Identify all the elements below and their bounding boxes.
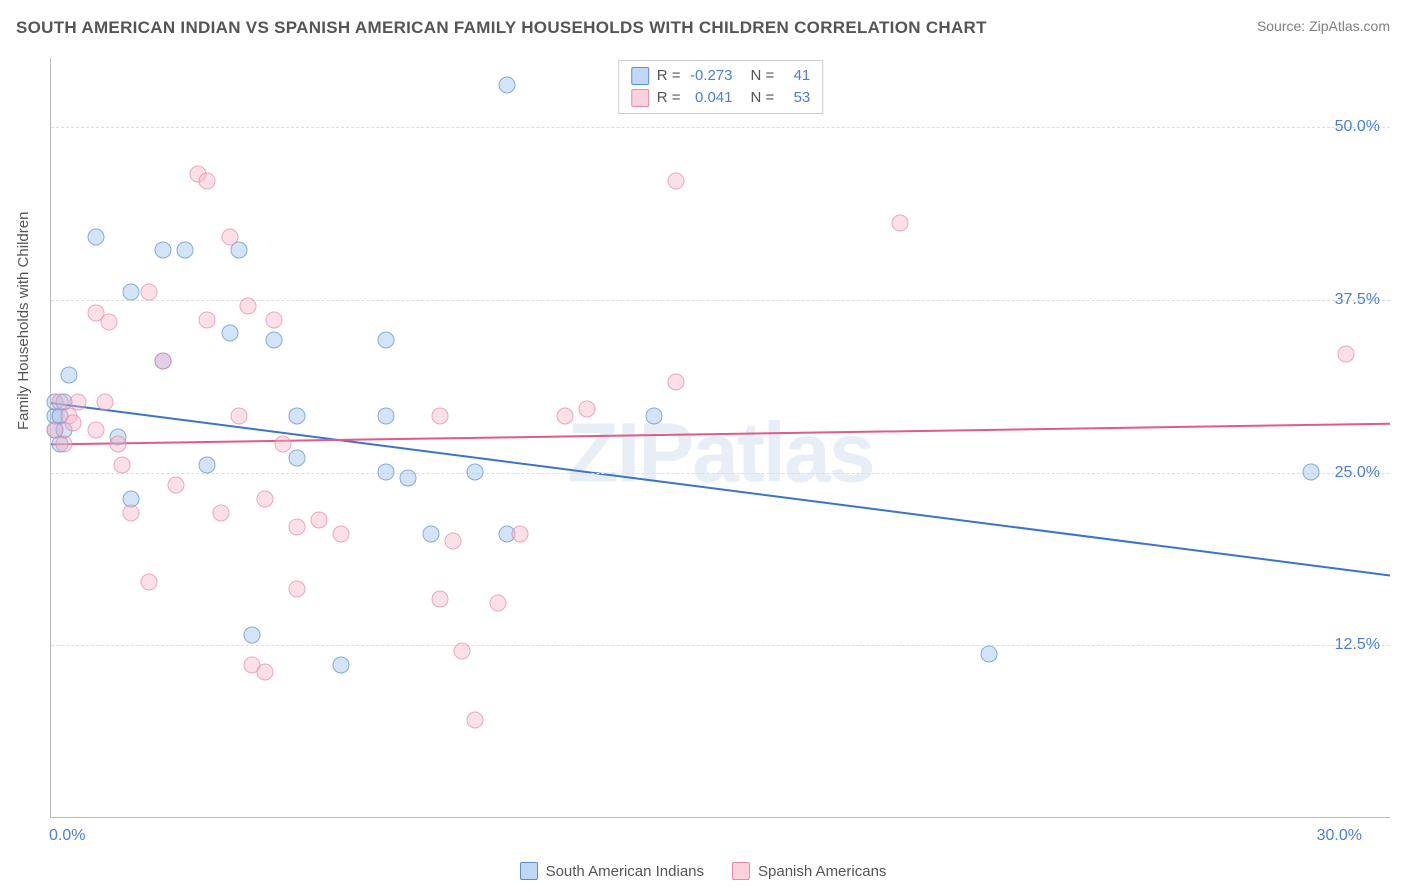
scatter-point	[141, 283, 158, 300]
stats-row: R = 0.041 N = 53	[631, 87, 811, 109]
gridline	[51, 645, 1390, 646]
stats-r-label: R =	[657, 87, 681, 109]
scatter-point	[212, 505, 229, 522]
scatter-point	[891, 214, 908, 231]
scatter-point	[333, 657, 350, 674]
scatter-point	[453, 643, 470, 660]
scatter-point	[110, 435, 127, 452]
scatter-point	[646, 408, 663, 425]
stats-n-label: N =	[751, 87, 775, 109]
stats-r-value: -0.273	[689, 65, 733, 87]
scatter-point	[981, 645, 998, 662]
y-tick-label: 12.5%	[1335, 636, 1380, 654]
x-axis-max-label: 30.0%	[1317, 827, 1362, 845]
scatter-point	[154, 353, 171, 370]
scatter-point	[422, 525, 439, 542]
scatter-point	[168, 477, 185, 494]
scatter-point	[400, 470, 417, 487]
scatter-point	[378, 408, 395, 425]
trendline	[51, 403, 1390, 576]
stats-r-label: R =	[657, 65, 681, 87]
scatter-point	[431, 590, 448, 607]
source-link[interactable]: Source: ZipAtlas.com	[1257, 18, 1390, 34]
watermark-text: ZIPatlas	[567, 404, 873, 501]
trendlines-svg	[51, 58, 1390, 817]
scatter-point	[244, 626, 261, 643]
x-axis-min-label: 0.0%	[49, 827, 85, 845]
scatter-point	[288, 581, 305, 598]
scatter-point	[668, 373, 685, 390]
legend-label-series2: Spanish Americans	[758, 863, 886, 880]
stats-swatch	[631, 89, 649, 107]
y-tick-label: 37.5%	[1335, 291, 1380, 309]
scatter-point	[177, 242, 194, 259]
legend-swatch-blue	[520, 862, 538, 880]
y-tick-label: 25.0%	[1335, 464, 1380, 482]
scatter-point	[96, 394, 113, 411]
scatter-point	[257, 491, 274, 508]
scatter-point	[378, 463, 395, 480]
scatter-point	[266, 311, 283, 328]
scatter-point	[87, 422, 104, 439]
scatter-point	[1302, 463, 1319, 480]
legend-swatch-pink	[732, 862, 750, 880]
scatter-point	[266, 332, 283, 349]
scatter-point	[101, 314, 118, 331]
scatter-point	[556, 408, 573, 425]
scatter-point	[56, 435, 73, 452]
scatter-point	[65, 415, 82, 432]
legend-item-series1: South American Indians	[520, 862, 704, 880]
scatter-point	[123, 505, 140, 522]
stats-n-value: 53	[782, 87, 810, 109]
stats-row: R = -0.273 N = 41	[631, 65, 811, 87]
stats-swatch	[631, 67, 649, 85]
scatter-point	[275, 435, 292, 452]
y-axis-title: Family Households with Children	[15, 212, 32, 430]
legend-item-series2: Spanish Americans	[732, 862, 886, 880]
bottom-legend: South American Indians Spanish Americans	[0, 862, 1406, 880]
scatter-point	[378, 332, 395, 349]
scatter-point	[311, 511, 328, 528]
scatter-point	[123, 283, 140, 300]
scatter-point	[333, 525, 350, 542]
scatter-point	[489, 594, 506, 611]
scatter-point	[579, 401, 596, 418]
correlation-stats-box: R = -0.273 N = 41 R = 0.041 N = 53	[618, 60, 824, 114]
scatter-point	[1338, 346, 1355, 363]
scatter-point	[498, 76, 515, 93]
scatter-point	[114, 456, 131, 473]
scatter-point	[288, 518, 305, 535]
chart-title: SOUTH AMERICAN INDIAN VS SPANISH AMERICA…	[16, 18, 987, 38]
scatter-point	[431, 408, 448, 425]
scatter-point	[60, 366, 77, 383]
y-tick-label: 50.0%	[1335, 118, 1380, 136]
scatter-point	[230, 408, 247, 425]
scatter-point	[87, 228, 104, 245]
chart-plot-area: ZIPatlas R = -0.273 N = 41R = 0.041 N = 53 0.0…	[50, 58, 1390, 818]
scatter-point	[445, 532, 462, 549]
scatter-point	[668, 173, 685, 190]
scatter-point	[512, 525, 529, 542]
scatter-point	[288, 449, 305, 466]
scatter-point	[257, 663, 274, 680]
scatter-point	[467, 712, 484, 729]
gridline	[51, 473, 1390, 474]
stats-r-value: 0.041	[689, 87, 733, 109]
trendline	[51, 424, 1390, 445]
gridline	[51, 127, 1390, 128]
scatter-point	[221, 228, 238, 245]
stats-n-label: N =	[751, 65, 775, 87]
scatter-point	[199, 311, 216, 328]
stats-n-value: 41	[782, 65, 810, 87]
scatter-point	[221, 325, 238, 342]
scatter-point	[199, 456, 216, 473]
scatter-point	[69, 394, 86, 411]
scatter-point	[199, 173, 216, 190]
scatter-point	[141, 574, 158, 591]
scatter-point	[467, 463, 484, 480]
scatter-point	[154, 242, 171, 259]
scatter-point	[288, 408, 305, 425]
scatter-point	[239, 297, 256, 314]
legend-label-series1: South American Indians	[546, 863, 704, 880]
